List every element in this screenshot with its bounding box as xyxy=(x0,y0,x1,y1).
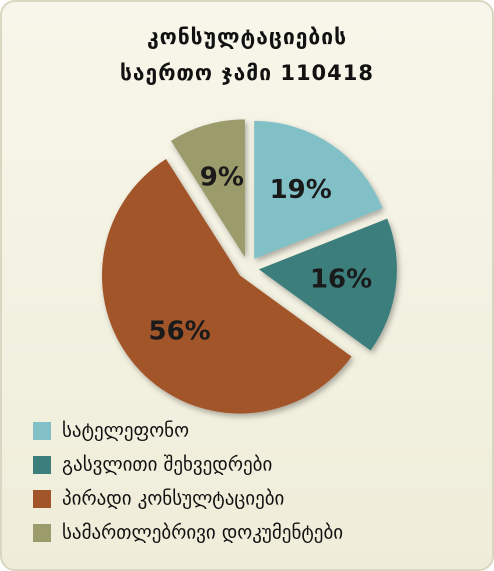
value-label: 19% xyxy=(270,175,332,205)
legend-label: გასვლითი შეხვედრები xyxy=(62,454,272,476)
chart-title: კონსულტაციების xyxy=(147,25,347,49)
value-label: 9% xyxy=(200,162,244,192)
pie-slice xyxy=(254,120,383,259)
legend-label: სამართლებრივი დოკუმენტები xyxy=(62,522,343,544)
legend-swatch xyxy=(33,456,51,474)
pie-slice xyxy=(101,159,352,414)
legend-swatch xyxy=(33,422,51,440)
value-label: 16% xyxy=(310,264,372,294)
legend-swatch xyxy=(33,490,51,508)
pie-slice xyxy=(170,119,245,258)
legend-label: პირადი კონსულტაციები xyxy=(62,488,284,510)
chart-subtitle: საერთო ჯამი 110418 xyxy=(120,61,374,85)
legend-label: სატელეფონო xyxy=(62,420,189,442)
pie-slice xyxy=(258,218,397,351)
legend-swatch xyxy=(33,524,51,542)
value-label: 56% xyxy=(149,317,211,347)
